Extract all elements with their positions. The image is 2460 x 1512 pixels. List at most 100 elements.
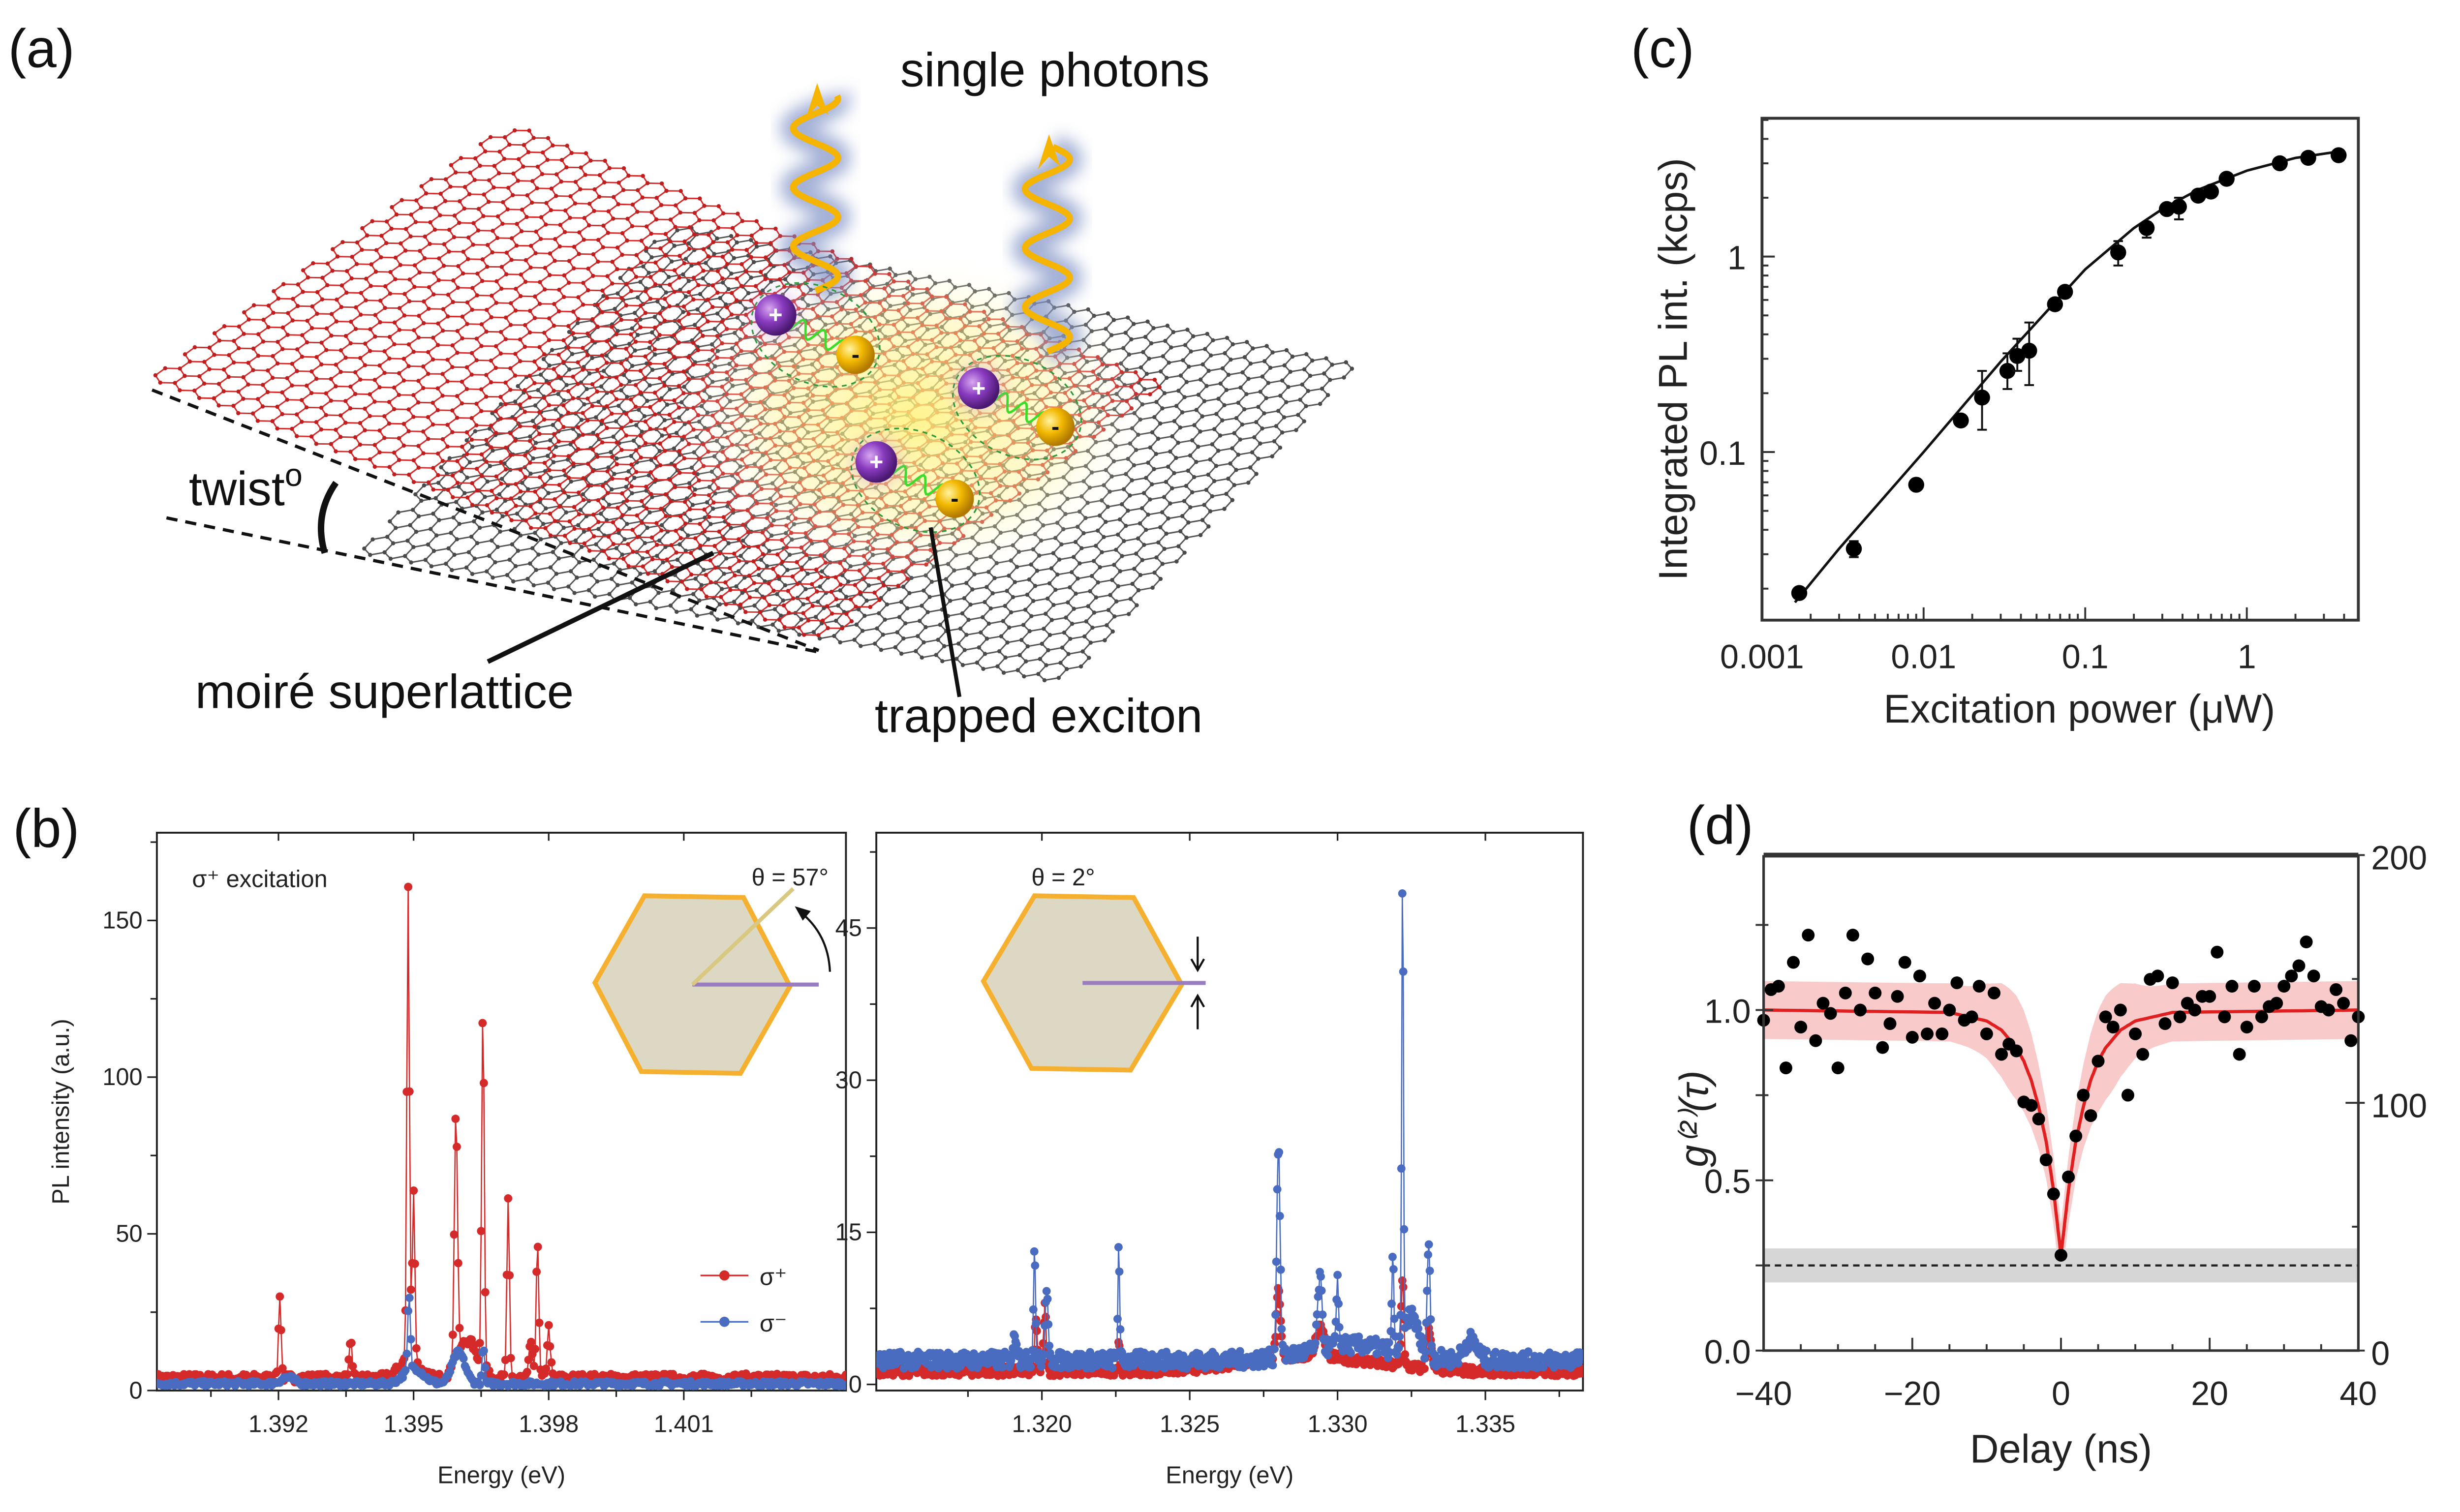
data-point — [454, 1259, 462, 1268]
data-point — [2047, 296, 2063, 312]
data-point — [1277, 1325, 1286, 1333]
data-point — [2188, 1003, 2201, 1017]
data-point — [504, 1194, 513, 1203]
data-point — [1334, 1300, 1343, 1308]
data-point — [2255, 1010, 2268, 1024]
data-point — [1397, 1302, 1406, 1311]
y-tick-label: 1.0 — [1704, 993, 1751, 1030]
x-tick-label: 0.01 — [1891, 638, 1956, 675]
data-point — [1113, 1315, 1122, 1323]
minus-sign: - — [852, 342, 860, 368]
x-axis-label: Energy (eV) — [437, 1462, 565, 1489]
y-tick-label: 0.0 — [1704, 1333, 1751, 1371]
data-point — [1824, 1007, 1837, 1020]
data-point — [471, 1347, 480, 1356]
data-point — [2110, 244, 2126, 261]
plus-sign: + — [869, 449, 883, 475]
data-point — [1921, 1027, 1934, 1040]
data-point — [2151, 969, 2164, 983]
rotation-arrowhead-icon — [795, 906, 811, 921]
data-point — [2062, 1170, 2075, 1183]
data-point — [347, 1338, 356, 1347]
data-point — [1550, 1363, 1559, 1372]
exciton-wavefunction-outline — [952, 355, 1082, 460]
data-point — [1491, 1348, 1500, 1357]
data-point — [531, 1345, 540, 1354]
y-tick-label: 0.1 — [1699, 435, 1746, 472]
data-point — [2136, 1048, 2150, 1061]
data-point — [2171, 198, 2187, 215]
data-point — [406, 1335, 415, 1344]
x-tick-label: 1.325 — [1160, 1411, 1220, 1438]
data-point — [1898, 956, 1911, 969]
y-tick-label: 100 — [102, 1064, 142, 1090]
data-point — [481, 1288, 490, 1297]
data-point — [1906, 1030, 1919, 1044]
bottom-layer-edge-dashed-line — [166, 516, 819, 654]
data-point — [1950, 976, 1964, 990]
data-point — [1414, 1324, 1423, 1333]
x-tick-label: 1.398 — [519, 1411, 579, 1438]
chart-c-power-dependence: 0.001 0.01 0.1 1 0.1 1 Excitation power (μW) In… — [1651, 117, 2360, 731]
data-point — [1273, 1185, 1282, 1194]
data-point — [2285, 969, 2298, 983]
data-point — [2099, 1010, 2112, 1024]
data-point — [2091, 1055, 2105, 1068]
data-point — [475, 1339, 484, 1347]
data-point — [1276, 1265, 1285, 1274]
twist-text: twist — [189, 462, 285, 515]
data-point — [2277, 980, 2291, 993]
data-point — [1387, 1300, 1396, 1308]
data-point — [2300, 150, 2316, 166]
data-point — [2322, 1003, 2335, 1017]
data-point — [2039, 1153, 2053, 1167]
data-point — [1312, 1320, 1321, 1329]
excitons: + - + - + - — [750, 282, 1082, 533]
data-point — [2129, 1027, 2142, 1040]
hole-sphere — [957, 367, 1000, 409]
twist-angle-label: θ = 2° — [1031, 864, 1095, 891]
data-point — [1393, 1350, 1401, 1359]
y-axis-label: Integrated PL int. (kcps) — [1651, 158, 1696, 580]
photon-arrowhead-icon — [806, 83, 829, 119]
data-point — [401, 1366, 410, 1375]
data-point — [410, 1259, 419, 1268]
data-point — [1333, 1270, 1342, 1279]
data-point — [1015, 1347, 1023, 1356]
moire-pointer-line — [487, 550, 714, 664]
series-sigma-minus — [876, 889, 1583, 1373]
data-point — [1039, 1339, 1047, 1348]
data-point — [2270, 997, 2283, 1010]
legend-label: σ⁺ — [760, 1264, 787, 1291]
data-point — [1869, 986, 1882, 999]
electron-sphere — [935, 479, 974, 518]
data-point — [1861, 952, 1875, 966]
chart-b-sigma-plus-excitation: 1.392 1.395 1.398 1.401 0 50 100 150 Energy (eV)… — [48, 832, 847, 1489]
data-point — [1980, 1027, 1993, 1040]
data-point — [2330, 983, 2343, 996]
hole-sphere — [855, 441, 897, 483]
data-point — [435, 1369, 444, 1378]
legend-swatch-dot — [719, 1270, 730, 1281]
y-tick-label: 50 — [116, 1221, 142, 1247]
data-point — [409, 1186, 418, 1195]
data-point — [2331, 147, 2347, 163]
data-point — [535, 1318, 544, 1327]
data-point — [2010, 1044, 2023, 1058]
data-point — [1268, 1361, 1277, 1370]
data-point — [2190, 187, 2207, 204]
plot-frame — [155, 832, 847, 1391]
data-point — [500, 1370, 509, 1379]
plot-area — [156, 882, 846, 1391]
data-point — [1388, 1252, 1397, 1261]
electron-sphere — [1036, 407, 1075, 446]
data-point — [1267, 1353, 1276, 1362]
data-point — [1275, 1211, 1284, 1220]
x-tick-label: 1.401 — [654, 1411, 714, 1438]
y-tick-label: 150 — [102, 907, 142, 934]
data-point — [405, 1087, 414, 1096]
minus-sign: - — [1051, 414, 1059, 440]
hole-sphere — [755, 294, 797, 336]
data-point — [1384, 1338, 1393, 1347]
data-point — [998, 1363, 1007, 1372]
